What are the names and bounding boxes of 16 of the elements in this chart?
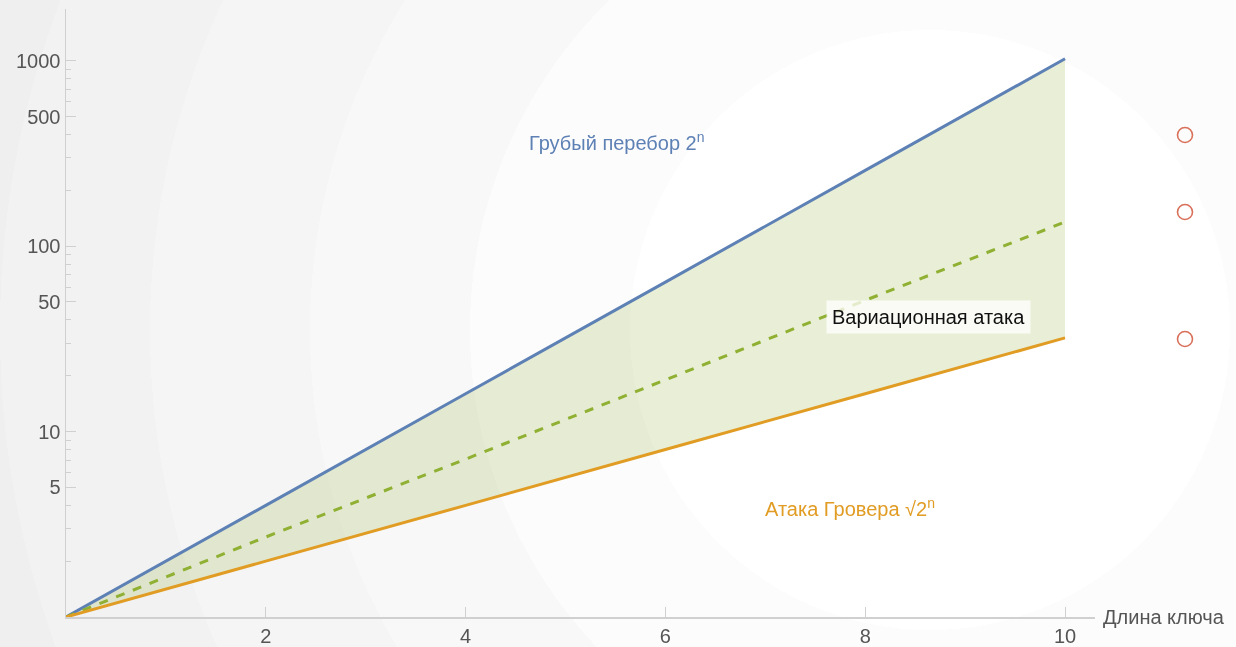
- text: Атака Гровера √2$^{n}$: [765, 495, 936, 521]
- x-tick-label: 10: [1053, 624, 1077, 647]
- line-series: [66, 336, 1067, 617]
- y-tick-label: 1000: [16, 49, 61, 72]
- y-tick-label: 100: [27, 235, 61, 258]
- x-tick-label: 2: [260, 624, 272, 647]
- y-tick-label: 500: [27, 105, 61, 128]
- x-tick-label: 8: [859, 624, 871, 647]
- y-tick-label: 5: [49, 476, 61, 499]
- text: Грубый перебор 2$^{n}$: [529, 129, 705, 155]
- x-tick-label: 6: [659, 624, 671, 647]
- y-tick-label: 50: [38, 290, 61, 313]
- series-label: Вариационная атака: [832, 306, 1026, 328]
- x-tick-label: 4: [460, 624, 472, 647]
- y-tick-label: 10: [38, 420, 61, 443]
- x-axis-title: Длина ключа: [1103, 606, 1225, 628]
